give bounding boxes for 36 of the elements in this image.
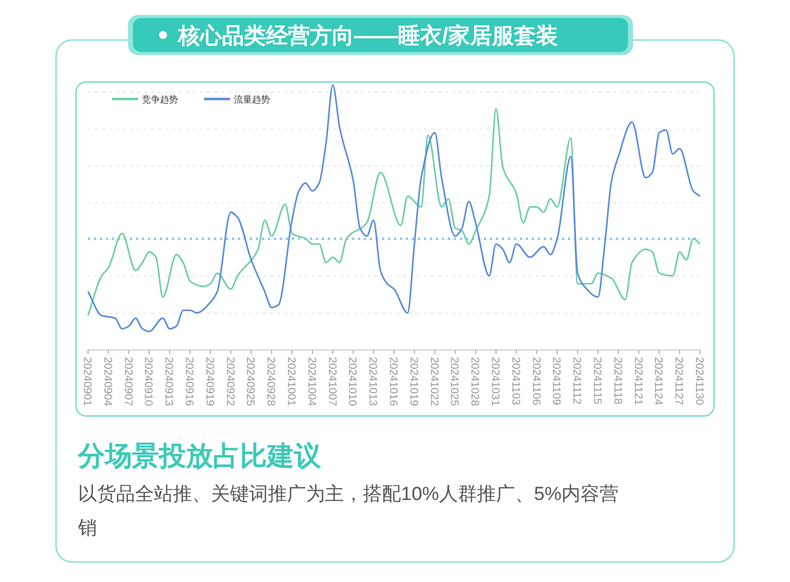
x-tick-label: 20240910 bbox=[142, 357, 154, 406]
x-tick-label: 20241004 bbox=[305, 357, 318, 406]
x-tick-label: 20241112 bbox=[570, 357, 583, 404]
x-tick-label: 20241022 bbox=[428, 357, 440, 406]
x-tick-label: 20240919 bbox=[203, 357, 216, 406]
legend-label: 流量趋势 bbox=[234, 94, 270, 104]
text: 分场景投放占比建议 bbox=[77, 441, 322, 471]
x-tick-label: 20240922 bbox=[224, 357, 236, 406]
text: 以货品全站推、关键词推广为主，搭配10%人群推广、5%内容营销 bbox=[77, 483, 618, 539]
x-tick-label: 20241013 bbox=[366, 357, 379, 406]
x-tick-label: 20241031 bbox=[489, 357, 501, 406]
x-tick-label: 20240916 bbox=[183, 357, 195, 406]
x-tick-label: 20241130 bbox=[693, 357, 705, 406]
x-tick-label: 20241010 bbox=[346, 357, 358, 406]
x-tick-label: 20241124 bbox=[652, 357, 664, 406]
x-tick-label: 20240925 bbox=[244, 357, 256, 406]
x-tick-label: 20241016 bbox=[387, 357, 399, 406]
x-tick-label: 20241118 bbox=[611, 357, 624, 404]
x-tick-label: 20241106 bbox=[530, 357, 542, 406]
x-tick-label: 20240901 bbox=[81, 357, 93, 406]
x-tick-label: 20241007 bbox=[326, 357, 338, 406]
x-tick-label: 20240913 bbox=[162, 357, 175, 406]
x-tick-label: 20241025 bbox=[448, 357, 460, 406]
x-tick-label: 20241103 bbox=[509, 357, 522, 406]
x-tick-label: 20241121 bbox=[632, 357, 644, 406]
x-tick-label: 20241001 bbox=[285, 357, 297, 406]
chart-title: 核心品类经营方向——睡衣/家居服套装 bbox=[177, 23, 558, 48]
x-tick-label: 20241109 bbox=[550, 357, 562, 406]
x-tick-label: 20241115 bbox=[591, 357, 603, 404]
x-tick-label: 20240904 bbox=[101, 357, 114, 406]
x-tick-label: 20241127 bbox=[672, 357, 685, 406]
x-tick-label: 20240907 bbox=[122, 357, 134, 406]
x-tick-label: 20241019 bbox=[407, 357, 420, 406]
x-tick-label: 20240928 bbox=[264, 357, 277, 406]
x-tick-label: 20241028 bbox=[468, 357, 481, 406]
legend-label: 竞争趋势 bbox=[142, 94, 178, 104]
